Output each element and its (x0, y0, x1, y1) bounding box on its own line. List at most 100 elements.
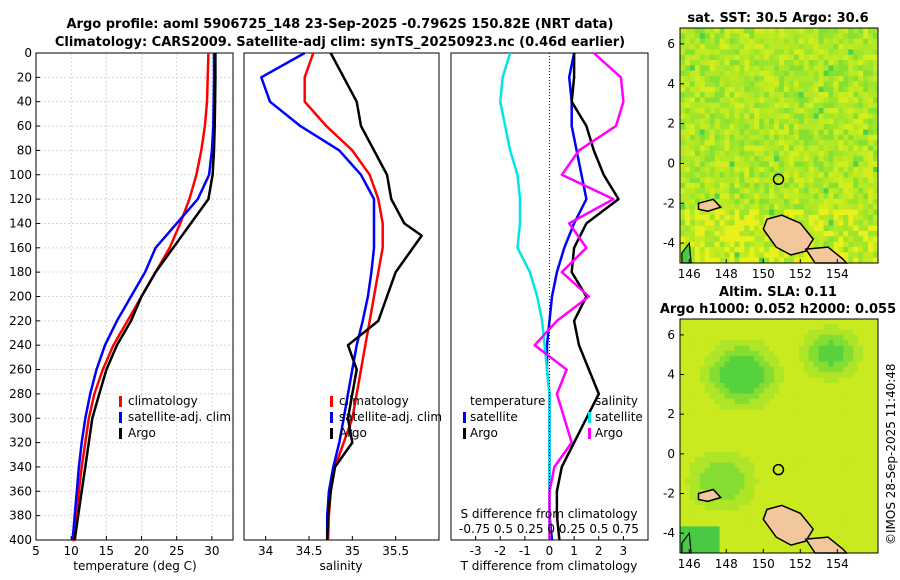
map-cell (783, 319, 790, 325)
map-cell (724, 499, 730, 506)
map-cell (739, 409, 745, 416)
sla-map-title-line1: Altim. SLA: 0.11 (719, 285, 837, 300)
map-cell (788, 494, 795, 501)
map-cell (798, 92, 805, 98)
map-cell (803, 510, 809, 517)
map-cell (689, 145, 696, 152)
map-cell (858, 145, 864, 152)
map-cell (873, 319, 879, 325)
map-cell (823, 230, 829, 237)
map-cell (729, 537, 735, 543)
map-cell (774, 140, 780, 146)
map-cell (689, 134, 696, 141)
map-cell (689, 510, 696, 517)
map-cell (709, 526, 715, 533)
map-cell (724, 377, 730, 384)
x-tick-label: 20 (134, 544, 149, 558)
map-cell (684, 33, 691, 39)
map-cell (694, 494, 701, 501)
map-cell (823, 340, 829, 346)
map-cell (853, 150, 859, 157)
map-cell (788, 404, 795, 410)
map-cell (818, 515, 824, 522)
map-cell (848, 494, 854, 501)
map-cell (858, 38, 864, 45)
map-cell (684, 404, 691, 410)
map-cell (843, 409, 849, 416)
map-cell (779, 182, 785, 189)
map-cell (828, 145, 834, 152)
map-cell (868, 214, 874, 221)
map-cell (729, 414, 735, 421)
map-cell (779, 329, 785, 336)
map-cell (833, 483, 839, 490)
map-cell (803, 499, 809, 506)
map-cell (699, 382, 706, 389)
map-cell (769, 150, 775, 157)
map-cell (873, 409, 879, 416)
map-cell (724, 65, 730, 72)
map-cell (739, 425, 745, 431)
map-cell (684, 204, 691, 210)
map-cell (863, 356, 869, 362)
map-cell (754, 97, 760, 104)
map-cell (714, 257, 720, 264)
map-cell (680, 86, 686, 93)
map-cell (774, 334, 780, 341)
map-cell (699, 102, 706, 109)
map-cell (779, 547, 785, 554)
map-cell (853, 515, 859, 522)
map-cell (724, 257, 730, 264)
map-cell (868, 414, 874, 421)
map-cell (744, 177, 750, 184)
map-cell (699, 547, 706, 554)
map-cell (798, 547, 805, 554)
map-cell (863, 537, 869, 543)
map-cell (873, 542, 879, 548)
title-line2: Climatology: CARS2009. Satellite-adj cli… (55, 35, 625, 50)
x-tick-label: 30 (204, 544, 219, 558)
map-cell (709, 252, 715, 258)
map-cell (709, 414, 715, 421)
map-cell (828, 60, 834, 66)
legend-clim-label: climatology (128, 394, 198, 408)
map-cell (684, 236, 691, 242)
map-cell (873, 177, 879, 184)
map-cell (719, 393, 725, 400)
map-cell (838, 436, 844, 442)
map-cell (868, 118, 874, 125)
map-cell (684, 473, 691, 479)
map-cell (704, 28, 710, 34)
map-cell (749, 542, 755, 548)
map-cell (680, 377, 686, 384)
map-cell (843, 372, 849, 378)
map-cell (823, 372, 829, 378)
map-cell (793, 65, 800, 72)
map-cell (853, 420, 859, 426)
map-cell (803, 209, 809, 216)
map-cell (808, 172, 814, 178)
map-cell (788, 547, 795, 554)
map-cell (729, 38, 735, 45)
map-cell (744, 140, 750, 146)
map-cell (709, 388, 715, 394)
map-cell (823, 473, 829, 479)
map-cell (689, 505, 696, 511)
map-cell (808, 49, 814, 55)
map-cell (734, 441, 740, 447)
map-cell (858, 537, 864, 543)
map-cell (714, 478, 720, 485)
map-cell (744, 366, 750, 373)
map-cell (828, 372, 834, 378)
map-cell (719, 361, 725, 368)
map-cell (788, 356, 795, 362)
map-cell (838, 33, 844, 39)
map-cell (813, 366, 819, 373)
map-cell (838, 489, 844, 495)
map-cell (719, 102, 725, 109)
map-cell (848, 140, 854, 146)
map-cell (779, 124, 785, 130)
map-cell (779, 377, 785, 384)
map-cell (744, 60, 750, 66)
map-cell (848, 161, 854, 168)
